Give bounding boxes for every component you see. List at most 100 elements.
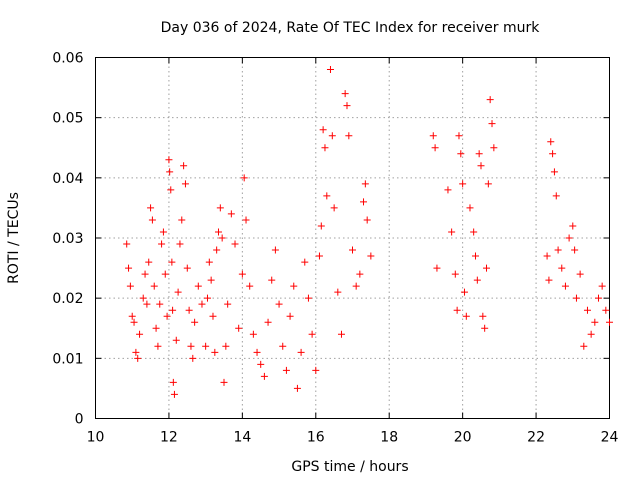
data-point	[594, 294, 602, 302]
data-point	[222, 342, 230, 350]
data-point	[328, 132, 336, 140]
data-point	[470, 228, 478, 236]
data-point	[161, 270, 169, 278]
data-point	[286, 312, 294, 320]
data-point	[448, 228, 456, 236]
data-point	[166, 168, 174, 176]
data-point	[293, 384, 301, 392]
data-point	[457, 150, 465, 158]
y-tick-label: 0.05	[52, 111, 83, 127]
x-axis-title: GPS time / hours	[291, 459, 408, 475]
data-point	[444, 186, 452, 194]
data-point	[125, 264, 133, 272]
x-tick-label: 20	[454, 430, 472, 446]
data-point	[168, 258, 176, 266]
data-point	[246, 282, 254, 290]
data-point	[352, 282, 360, 290]
data-point	[170, 390, 178, 398]
data-point	[134, 354, 142, 362]
data-point	[602, 306, 610, 314]
data-point	[481, 324, 489, 332]
data-point	[349, 246, 356, 254]
data-point	[572, 294, 580, 302]
data-point	[547, 138, 555, 146]
data-point	[490, 144, 498, 152]
data-point	[224, 300, 232, 308]
data-point	[367, 252, 375, 260]
data-point	[165, 156, 173, 164]
data-point	[198, 300, 206, 308]
data-point	[429, 132, 437, 140]
data-point	[341, 90, 349, 98]
data-point	[317, 222, 325, 230]
data-point	[143, 300, 151, 308]
data-point	[147, 204, 155, 212]
x-tick-label: 18	[380, 430, 398, 446]
data-point	[169, 306, 177, 314]
data-point	[356, 270, 364, 278]
data-point	[132, 348, 140, 356]
data-point	[484, 180, 492, 188]
data-point	[431, 144, 439, 152]
y-tick-label: 0.03	[52, 231, 83, 247]
data-point	[130, 318, 138, 326]
data-point	[136, 330, 144, 338]
data-point	[231, 240, 239, 248]
data-points	[123, 66, 613, 398]
data-point	[163, 312, 171, 320]
data-point	[249, 330, 257, 338]
axis-ticks	[95, 57, 610, 419]
data-point	[330, 204, 338, 212]
data-point	[297, 348, 305, 356]
data-point	[128, 312, 136, 320]
data-point	[264, 318, 272, 326]
data-point	[459, 180, 467, 188]
data-point	[205, 258, 213, 266]
data-point	[304, 294, 312, 302]
data-point	[343, 102, 351, 110]
y-axis-tick-labels: 0 0.01 0.02 0.03 0.04 0.05 0.06	[52, 51, 83, 428]
data-point	[455, 132, 463, 140]
data-point	[257, 360, 265, 368]
x-tick-label: 14	[233, 430, 251, 446]
data-point	[203, 294, 211, 302]
data-point	[235, 324, 243, 332]
data-point	[479, 312, 487, 320]
data-point	[301, 258, 309, 266]
data-point	[189, 354, 197, 362]
data-point	[187, 342, 195, 350]
data-point	[565, 234, 573, 242]
data-point	[558, 264, 566, 272]
data-point	[466, 204, 474, 212]
data-point	[275, 300, 283, 308]
y-tick-label: 0.02	[52, 291, 83, 307]
data-point	[543, 252, 551, 260]
data-point	[550, 168, 558, 176]
data-point	[156, 300, 164, 308]
data-point	[260, 372, 268, 380]
data-point	[180, 162, 188, 170]
data-point	[202, 342, 210, 350]
data-point	[471, 252, 479, 260]
data-point	[462, 312, 470, 320]
data-point	[207, 276, 215, 284]
data-point	[148, 216, 156, 224]
data-point	[194, 282, 202, 290]
y-tick-label: 0.06	[52, 51, 83, 67]
data-point	[460, 288, 468, 296]
data-point	[552, 192, 560, 200]
data-point	[321, 144, 329, 152]
data-point	[126, 282, 134, 290]
x-tick-label: 24	[601, 430, 619, 446]
data-point	[345, 132, 353, 140]
data-point	[271, 246, 279, 254]
data-point	[279, 342, 287, 350]
data-point	[191, 318, 199, 326]
data-point	[361, 180, 369, 188]
data-point	[218, 234, 226, 242]
data-point	[268, 276, 276, 284]
data-point	[209, 312, 217, 320]
data-point	[159, 228, 167, 236]
data-point	[181, 180, 189, 188]
data-point	[483, 264, 491, 272]
